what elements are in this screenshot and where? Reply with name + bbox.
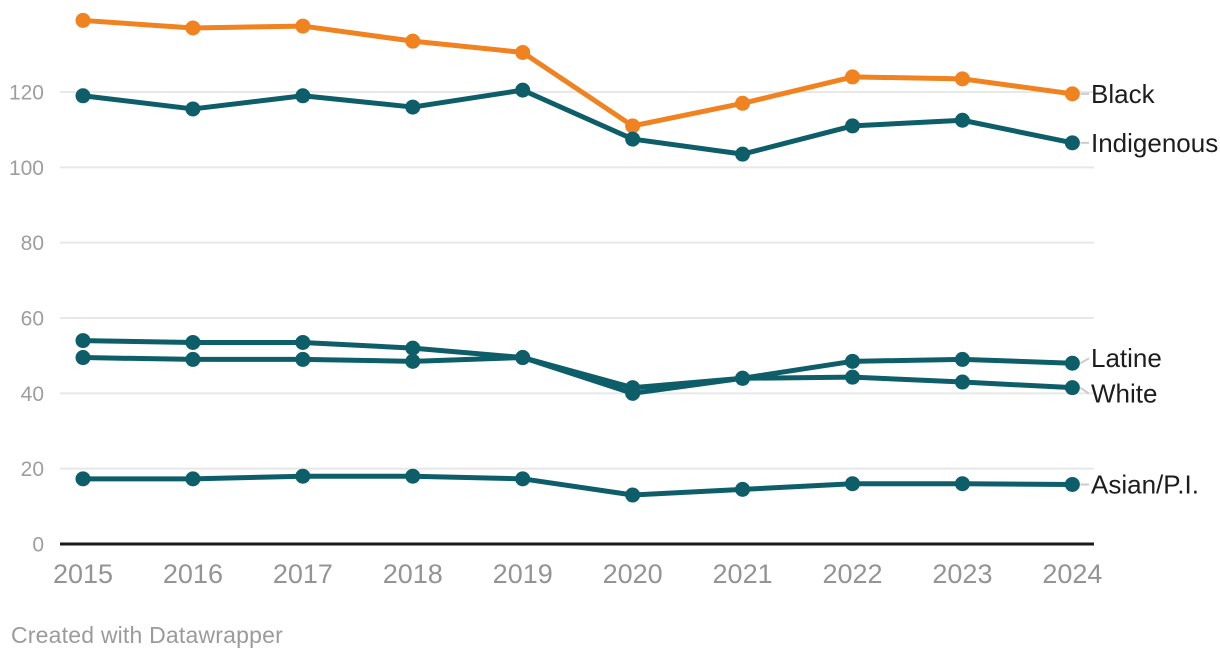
data-point [1064, 476, 1080, 492]
data-point [515, 82, 531, 98]
data-point [185, 20, 201, 36]
data-point [75, 350, 91, 366]
data-point [1064, 380, 1080, 396]
x-tick-label: 2015 [53, 559, 113, 589]
data-point [295, 88, 311, 104]
series-label: Indigenous [1091, 128, 1218, 158]
x-tick-label: 2023 [932, 559, 992, 589]
data-point [1064, 86, 1080, 102]
data-point [845, 118, 861, 134]
data-point [185, 101, 201, 117]
data-point [735, 146, 751, 162]
y-tick-label: 60 [21, 307, 44, 330]
data-point [954, 351, 970, 367]
data-point [954, 112, 970, 128]
series-label: Black [1091, 79, 1156, 109]
series-line [80, 355, 1075, 396]
data-point [625, 131, 641, 147]
data-point [515, 44, 531, 60]
datawrapper-credit[interactable]: Created with Datawrapper [11, 622, 283, 648]
data-point [75, 471, 91, 487]
y-tick-label: 120 [9, 81, 44, 104]
series-line [80, 17, 1075, 129]
label-connector-line [1079, 357, 1090, 365]
data-point [295, 334, 311, 350]
data-point [295, 18, 311, 34]
data-point [625, 385, 641, 401]
data-point [185, 471, 201, 487]
data-point [845, 369, 861, 385]
x-tick-label: 2020 [603, 559, 663, 589]
data-point [954, 374, 970, 390]
data-point [735, 95, 751, 111]
y-tick-label: 80 [21, 232, 44, 255]
data-point [735, 481, 751, 497]
data-point [405, 99, 421, 115]
data-point [1064, 135, 1080, 151]
x-tick-label: 2016 [163, 559, 223, 589]
y-tick-label: 100 [9, 157, 44, 180]
data-point [295, 351, 311, 367]
series-label: White [1091, 379, 1157, 409]
data-point [405, 353, 421, 369]
data-point [1064, 355, 1080, 371]
data-point [295, 468, 311, 484]
data-point [75, 12, 91, 28]
data-point [185, 334, 201, 350]
data-point [515, 350, 531, 366]
series-label: Latine [1091, 343, 1162, 373]
data-point [845, 476, 861, 492]
series-label: Asian/P.I. [1091, 469, 1199, 499]
x-tick-label: 2021 [713, 559, 773, 589]
data-point [405, 340, 421, 356]
series-line [80, 338, 1075, 391]
data-point [515, 471, 531, 487]
x-tick-label: 2019 [493, 559, 553, 589]
data-point [735, 370, 751, 386]
data-point [954, 476, 970, 492]
x-tick-label: 2024 [1042, 559, 1102, 589]
y-tick-label: 0 [32, 534, 44, 557]
data-point [845, 353, 861, 369]
x-tick-label: 2018 [383, 559, 443, 589]
y-tick-label: 40 [21, 383, 44, 406]
data-point [405, 33, 421, 49]
series-line [80, 473, 1075, 498]
data-point [954, 71, 970, 87]
x-tick-label: 2017 [273, 559, 333, 589]
x-tick-label: 2022 [822, 559, 882, 589]
data-point [625, 487, 641, 503]
data-point [185, 351, 201, 367]
series-line [80, 87, 1075, 157]
label-connector-line [1079, 386, 1090, 395]
data-point [405, 468, 421, 484]
data-point [75, 333, 91, 349]
data-point [625, 118, 641, 134]
data-point [845, 69, 861, 85]
data-point [75, 88, 91, 104]
y-tick-label: 20 [21, 458, 44, 481]
